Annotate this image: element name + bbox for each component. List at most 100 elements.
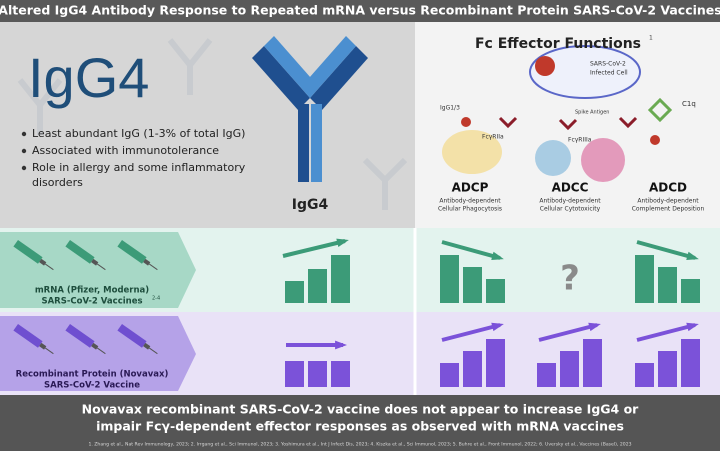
antibody-arm	[264, 36, 318, 98]
receptor-label: FcγRIIIa	[568, 137, 592, 144]
bullet-text: Least abundant IgG (1-3% of total IgG)	[32, 127, 245, 140]
bullet-dot	[21, 165, 27, 171]
trend-bar	[331, 361, 350, 387]
infected-cell	[529, 45, 641, 99]
trend-arrowhead	[491, 251, 504, 261]
fc-illustration	[442, 45, 673, 182]
trend-arrowhead	[336, 238, 349, 248]
syringe-part	[13, 324, 43, 348]
bullet-dot	[21, 131, 27, 137]
cell-label: Infected Cell	[590, 70, 628, 77]
trend-bar	[331, 255, 350, 303]
antibody-small	[558, 118, 578, 131]
spike-label: Spike Antigen	[575, 110, 609, 116]
row-label: mRNA (Pfizer, Moderna)	[35, 286, 149, 296]
function-name: ADCC	[552, 181, 589, 195]
trend-bar	[635, 255, 654, 303]
antibody-small	[618, 116, 638, 129]
syringe-part	[91, 258, 99, 266]
conclusion: Novavax recombinant SARS-CoV-2 vaccine d…	[82, 402, 639, 417]
trend-arrow	[282, 239, 346, 258]
target-cell	[581, 138, 625, 182]
trend-bar	[537, 363, 556, 387]
fc-heading-ref: 1	[649, 35, 653, 42]
title: Altered IgG4 Antibody Response to Repeat…	[0, 3, 720, 18]
trend-arrow	[441, 240, 501, 260]
igg4-heading: IgG4	[28, 46, 149, 109]
trend-bar	[285, 361, 304, 387]
row-label: SARS-CoV-2 Vaccine	[44, 381, 140, 391]
recombinant-chevron	[0, 316, 196, 391]
syringe-part	[44, 347, 54, 355]
faint-antibody	[167, 38, 213, 95]
trend-arrowhead	[686, 251, 699, 261]
bullet-text: Associated with immunotolerance	[32, 144, 219, 157]
bullet-dot	[21, 148, 27, 154]
trend-bar	[440, 363, 459, 387]
receptor-label: FcγRIIa	[482, 134, 504, 141]
antibody-small	[498, 116, 518, 129]
faint-antibodies	[17, 38, 408, 210]
row-label: SARS-CoV-2 Vaccines	[41, 297, 142, 307]
trend-arrow	[441, 323, 501, 342]
row-ref: 2-4	[152, 296, 160, 302]
trend-bar	[583, 339, 602, 387]
bullet-text: disorders	[32, 176, 83, 189]
syringe-part	[13, 240, 43, 264]
syringe-part	[44, 263, 54, 271]
trend-arrow	[538, 323, 598, 342]
title-bar	[0, 0, 720, 22]
syringe-icon	[13, 324, 54, 355]
syringe-part	[148, 347, 158, 355]
conclusion: impair Fcγ-dependent effector responses …	[96, 419, 624, 434]
antibody-stem	[311, 104, 322, 182]
trend-arrowhead	[491, 322, 504, 332]
antibody-stem	[298, 104, 309, 182]
syringe-part	[117, 324, 147, 348]
syringe-part	[148, 263, 158, 271]
function-name: ADCP	[452, 181, 489, 195]
syringe-part	[91, 342, 99, 350]
syringe-icon	[65, 324, 106, 355]
syringe-icon	[13, 240, 54, 271]
trend-bar	[681, 279, 700, 303]
trend-arrowhead	[588, 322, 601, 332]
syringe-part	[117, 240, 147, 264]
fc-heading: Fc Effector Functions	[475, 36, 641, 52]
antibody-arm	[302, 36, 356, 98]
function-description: Antibody-dependent	[439, 198, 501, 205]
trend-bar	[463, 351, 482, 387]
faint-antibody	[17, 78, 63, 135]
unknown-marker: ?	[560, 259, 580, 299]
bullet-text: Role in allergy and some inflammatory	[32, 161, 246, 174]
trend-bar	[658, 267, 677, 303]
antibody-arm	[252, 46, 310, 110]
syringe-part	[96, 263, 106, 271]
references: 1. Zhang et al., Nat Rev Immunology, 202…	[88, 442, 631, 448]
antibody-label: IgG4	[292, 197, 329, 213]
syringe-part	[39, 342, 47, 350]
trend-bar	[463, 267, 482, 303]
complement-label: C1q	[682, 100, 696, 108]
syringe-icon	[117, 324, 158, 355]
trend-bar	[285, 281, 304, 303]
trend-arrow	[636, 323, 696, 342]
antibody-icon	[252, 36, 368, 182]
function-description: Antibody-dependent	[637, 198, 699, 205]
syringe-icon	[117, 240, 158, 271]
phagocyte	[442, 130, 502, 174]
syringe-part	[65, 240, 95, 264]
trend-bar	[486, 279, 505, 303]
antibody-label-small: IgG1/3	[440, 105, 460, 112]
trend-bar	[440, 255, 459, 303]
function-description: Cellular Cytotoxicity	[540, 206, 601, 213]
mrna-chevron	[0, 232, 196, 308]
trend-bar	[560, 351, 579, 387]
syringe-part	[96, 347, 106, 355]
trend-bar	[308, 269, 327, 303]
antibody-arm	[310, 46, 368, 110]
c1q	[647, 97, 673, 123]
